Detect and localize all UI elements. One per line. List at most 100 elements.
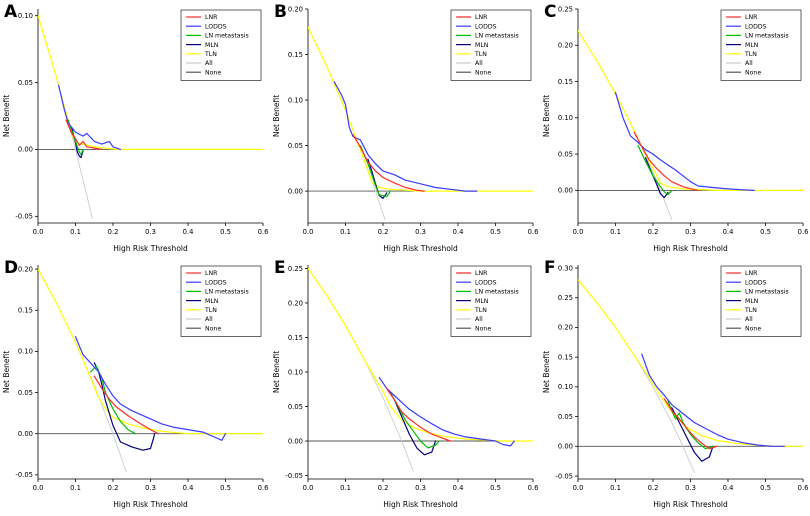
legend-label-LN-metastasis: LN metastasis bbox=[205, 33, 249, 40]
svg-text:0.2: 0.2 bbox=[648, 228, 659, 236]
panel-E: E 0.0 0.1 0.2 0.3 0.4 0.5 0.6 -0.05 0.00 0.05 0.10… bbox=[270, 256, 540, 512]
series-MLN bbox=[93, 362, 155, 451]
legend: LNR LODDS LN metastasis MLN TLN All None bbox=[180, 9, 262, 81]
tick-labels: 0.0 0.1 0.2 0.3 0.4 0.5 0.6 0.00 0.05 0.10 0.15 0.2… bbox=[288, 5, 539, 236]
legend-label-LODDS: LODDS bbox=[205, 279, 227, 286]
svg-text:0.1: 0.1 bbox=[70, 484, 81, 492]
svg-text:0.1: 0.1 bbox=[610, 484, 621, 492]
svg-text:-0.05: -0.05 bbox=[285, 472, 303, 480]
x-axis-label: High Risk Threshold bbox=[383, 500, 458, 509]
dca-plot-F: 0.0 0.1 0.2 0.3 0.4 0.5 0.6 -0.05 0.00 0.05 0.10 0.… bbox=[542, 264, 809, 509]
svg-text:0.20: 0.20 bbox=[558, 324, 573, 332]
svg-text:0.3: 0.3 bbox=[685, 484, 696, 492]
x-axis-label: High Risk Threshold bbox=[383, 244, 458, 253]
legend-label-MLN: MLN bbox=[475, 298, 489, 305]
legend-label-All: All bbox=[475, 316, 483, 323]
panel-B: B 0.0 0.1 0.2 0.3 0.4 0.5 0.6 0.00 0.05 0.10 0.15 0… bbox=[270, 0, 540, 256]
tick-labels: 0.0 0.1 0.2 0.3 0.4 0.5 0.6 -0.05 0.00 0.05 0.10 0.… bbox=[285, 265, 538, 492]
svg-text:0.05: 0.05 bbox=[558, 150, 573, 158]
svg-text:-0.05: -0.05 bbox=[15, 471, 33, 479]
svg-text:0.25: 0.25 bbox=[558, 5, 573, 13]
legend-label-LN-metastasis: LN metastasis bbox=[745, 289, 789, 296]
series-All bbox=[578, 279, 695, 473]
series-group bbox=[578, 279, 803, 473]
series-LNR bbox=[386, 388, 452, 442]
legend-label-LNR: LNR bbox=[475, 14, 488, 21]
y-axis-label: Net Benefit bbox=[272, 351, 281, 393]
legend-label-All: All bbox=[205, 60, 213, 67]
series-All bbox=[308, 26, 386, 220]
tick-labels: 0.0 0.1 0.2 0.3 0.4 0.5 0.6 -0.05 0.00 0.05 0.10 0.… bbox=[15, 265, 268, 492]
dca-plot-E: 0.0 0.1 0.2 0.3 0.4 0.5 0.6 -0.05 0.00 0.05 0.10 0.… bbox=[272, 265, 538, 509]
series-LODDS bbox=[74, 335, 227, 441]
series-TLN bbox=[38, 15, 263, 150]
svg-text:0.6: 0.6 bbox=[528, 228, 539, 236]
svg-text:0.6: 0.6 bbox=[258, 484, 269, 492]
svg-text:0.15: 0.15 bbox=[288, 51, 303, 59]
svg-text:0.0: 0.0 bbox=[33, 484, 44, 492]
svg-text:0.2: 0.2 bbox=[378, 484, 389, 492]
axes bbox=[575, 265, 804, 482]
legend-label-None: None bbox=[745, 325, 761, 332]
axes bbox=[305, 265, 534, 482]
series-TLN bbox=[308, 267, 533, 442]
legend-label-None: None bbox=[205, 69, 221, 76]
svg-text:0.15: 0.15 bbox=[288, 334, 303, 342]
svg-text:0.0: 0.0 bbox=[573, 484, 584, 492]
svg-text:0.00: 0.00 bbox=[558, 443, 573, 451]
svg-text:0.00: 0.00 bbox=[18, 146, 33, 154]
svg-text:0.6: 0.6 bbox=[258, 228, 269, 236]
panel-letter-C: C bbox=[544, 2, 557, 22]
tick-labels: 0.0 0.1 0.2 0.3 0.4 0.5 0.6 0.00 0.05 0.10 0.15 0.2… bbox=[558, 5, 809, 236]
svg-text:0.5: 0.5 bbox=[490, 228, 501, 236]
legend-label-None: None bbox=[475, 69, 491, 76]
series-group bbox=[578, 30, 803, 220]
x-axis-label: High Risk Threshold bbox=[113, 500, 188, 509]
legend: LNR LODDS LN metastasis MLN TLN All None bbox=[720, 265, 802, 337]
svg-text:0.0: 0.0 bbox=[573, 228, 584, 236]
svg-text:0.5: 0.5 bbox=[760, 228, 771, 236]
legend-label-LN-metastasis: LN metastasis bbox=[475, 289, 519, 296]
series-LNR bbox=[352, 134, 425, 192]
series-MLN bbox=[393, 399, 437, 456]
chart-area-C: 0.0 0.1 0.2 0.3 0.4 0.5 0.6 0.00 0.05 0.10 0.15 0.2… bbox=[540, 0, 810, 256]
series-All bbox=[38, 268, 127, 473]
series-TLN bbox=[308, 26, 533, 192]
svg-text:0.4: 0.4 bbox=[183, 228, 194, 236]
svg-text:0.6: 0.6 bbox=[798, 484, 809, 492]
svg-text:-0.05: -0.05 bbox=[555, 472, 573, 480]
svg-text:0.6: 0.6 bbox=[798, 228, 809, 236]
svg-text:0.05: 0.05 bbox=[18, 79, 33, 87]
svg-text:0.10: 0.10 bbox=[18, 12, 33, 20]
svg-text:0.3: 0.3 bbox=[415, 228, 426, 236]
series-group bbox=[308, 267, 533, 472]
legend-label-LNR: LNR bbox=[745, 14, 758, 21]
axes bbox=[35, 265, 264, 482]
panel-letter-A: A bbox=[4, 2, 18, 22]
legend: LNR LODDS LN metastasis MLN TLN All None bbox=[720, 9, 802, 81]
series-group bbox=[38, 268, 263, 473]
svg-text:0.4: 0.4 bbox=[453, 228, 464, 236]
series-LNR bbox=[663, 398, 718, 450]
svg-text:0.00: 0.00 bbox=[288, 187, 303, 195]
legend-label-TLN: TLN bbox=[474, 51, 487, 58]
y-axis-label: Net Benefit bbox=[2, 351, 11, 393]
legend-label-MLN: MLN bbox=[745, 298, 759, 305]
svg-text:0.10: 0.10 bbox=[288, 368, 303, 376]
legend-label-MLN: MLN bbox=[475, 42, 489, 49]
legend-label-LODDS: LODDS bbox=[475, 23, 497, 30]
svg-text:0.1: 0.1 bbox=[340, 484, 351, 492]
legend-label-TLN: TLN bbox=[744, 307, 757, 314]
legend-label-All: All bbox=[745, 60, 753, 67]
legend: LNR LODDS LN metastasis MLN TLN All None bbox=[450, 9, 532, 81]
svg-text:0.05: 0.05 bbox=[288, 403, 303, 411]
series-LODDS bbox=[57, 84, 122, 150]
svg-text:0.0: 0.0 bbox=[303, 484, 314, 492]
legend-label-None: None bbox=[205, 325, 221, 332]
svg-text:0.3: 0.3 bbox=[685, 228, 696, 236]
svg-text:0.3: 0.3 bbox=[145, 228, 156, 236]
legend-label-MLN: MLN bbox=[745, 42, 759, 49]
x-axis-label: High Risk Threshold bbox=[653, 500, 728, 509]
axes bbox=[305, 8, 534, 226]
y-axis-label: Net Benefit bbox=[542, 351, 551, 393]
